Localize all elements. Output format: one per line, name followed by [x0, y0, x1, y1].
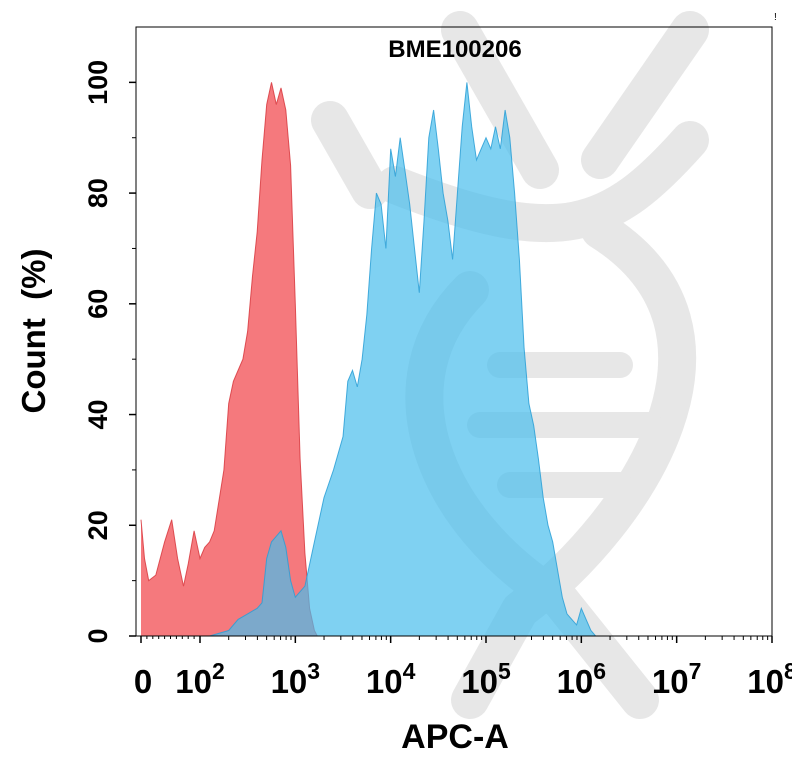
y-axis-title: Count (%) [15, 249, 52, 414]
x-tick-label: 108 [747, 658, 792, 700]
x-tick-label: 102 [175, 658, 225, 700]
chart-title: BME100206 [388, 36, 521, 63]
series-2-outline [170, 82, 596, 637]
series-layer [140, 82, 596, 637]
y-tick-label: 0 [83, 628, 113, 643]
tick-layer: 0 102 103 104 105 106 107 108 0 20 40 60 80 100 [83, 60, 792, 700]
x-tick-label: 105 [461, 658, 511, 700]
corner-mark: ! [774, 12, 777, 23]
x-tick-label: 104 [366, 658, 416, 700]
x-tick-label: 103 [271, 658, 321, 700]
plot-frame [135, 26, 773, 637]
y-tick-label: 20 [83, 510, 113, 540]
series-1-outline [140, 82, 318, 637]
x-tick-label: 107 [652, 658, 702, 700]
x-axis-title: APC-A [401, 718, 509, 756]
x-tick-label: 106 [557, 658, 607, 700]
series-1-area [141, 82, 318, 636]
y-tick-label: 40 [83, 399, 113, 429]
x-tick-label: 0 [134, 663, 152, 700]
series-2-area [170, 82, 596, 636]
y-tick-label: 60 [83, 289, 113, 319]
y-tick-label: 100 [83, 60, 113, 105]
y-tick-label: 80 [83, 178, 113, 208]
